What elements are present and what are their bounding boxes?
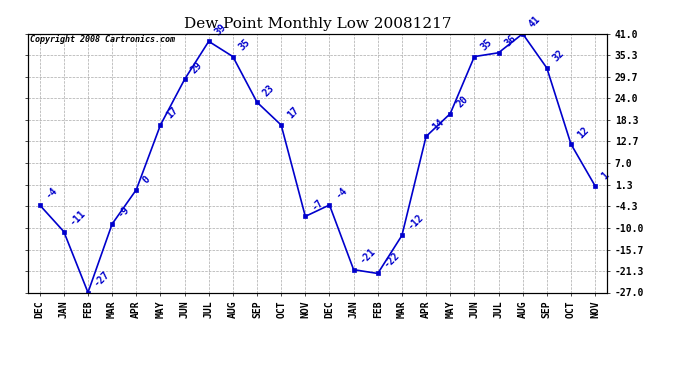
Text: 35: 35 bbox=[479, 37, 494, 52]
Text: 0: 0 bbox=[141, 174, 152, 186]
Text: -4: -4 bbox=[44, 185, 59, 201]
Text: 1: 1 bbox=[600, 171, 611, 182]
Text: -7: -7 bbox=[310, 197, 325, 212]
Text: Copyright 2008 Cartronics.com: Copyright 2008 Cartronics.com bbox=[30, 35, 175, 44]
Text: 17: 17 bbox=[286, 105, 301, 121]
Text: -12: -12 bbox=[406, 212, 426, 231]
Text: 39: 39 bbox=[213, 22, 228, 37]
Text: -9: -9 bbox=[117, 204, 132, 220]
Title: Dew Point Monthly Low 20081217: Dew Point Monthly Low 20081217 bbox=[184, 17, 451, 31]
Text: 35: 35 bbox=[237, 37, 253, 52]
Text: 20: 20 bbox=[455, 94, 470, 110]
Text: 29: 29 bbox=[189, 60, 204, 75]
Text: -11: -11 bbox=[68, 208, 88, 228]
Text: -4: -4 bbox=[334, 185, 349, 201]
Text: 14: 14 bbox=[431, 117, 446, 132]
Text: 36: 36 bbox=[503, 33, 518, 49]
Text: -22: -22 bbox=[382, 250, 402, 269]
Text: 17: 17 bbox=[165, 105, 180, 121]
Text: 41: 41 bbox=[527, 14, 542, 30]
Text: -21: -21 bbox=[358, 246, 377, 266]
Text: 32: 32 bbox=[551, 48, 566, 64]
Text: 23: 23 bbox=[262, 83, 277, 98]
Text: 12: 12 bbox=[575, 124, 591, 140]
Text: -27: -27 bbox=[92, 269, 112, 288]
